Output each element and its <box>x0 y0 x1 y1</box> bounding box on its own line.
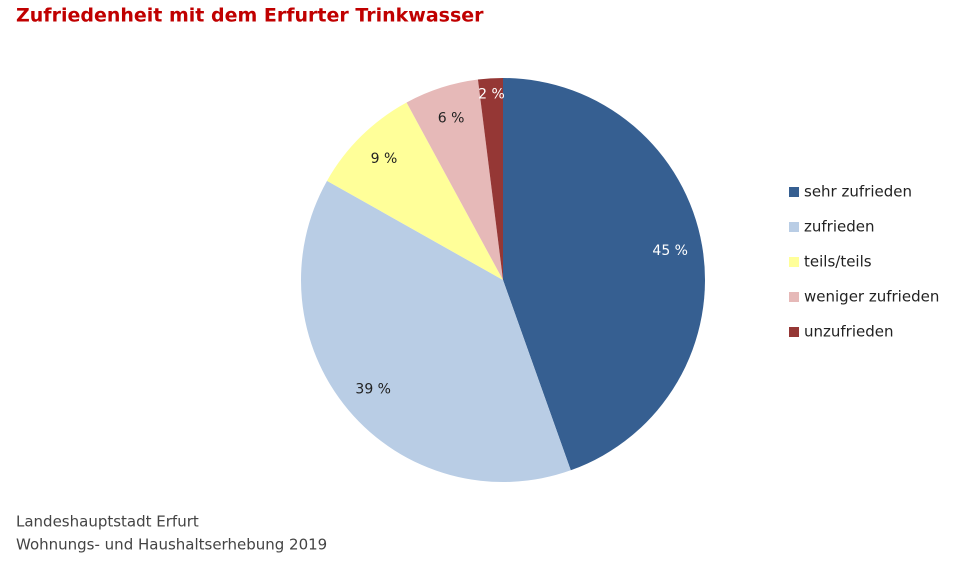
legend-label: sehr zufrieden <box>804 183 912 201</box>
pie-slice <box>300 180 571 482</box>
legend-label: unzufrieden <box>804 323 894 341</box>
source-line: Wohnungs- und Haushaltserhebung 2019 <box>16 536 327 554</box>
pie-slice <box>327 102 503 280</box>
pie-slice <box>477 78 503 280</box>
legend-label: zufrieden <box>804 218 874 236</box>
legend-swatch <box>789 222 799 232</box>
data-label: 45 % <box>652 243 688 259</box>
data-label: 2 % <box>478 87 505 103</box>
legend-swatch <box>789 187 799 197</box>
legend-swatch <box>789 292 799 302</box>
legend-swatch <box>789 257 799 267</box>
pie-slice <box>503 78 705 471</box>
legend-label: teils/teils <box>804 253 872 271</box>
chart-title: Zufriedenheit mit dem Erfurter Trinkwass… <box>16 5 484 27</box>
legend-label: weniger zufrieden <box>804 288 939 306</box>
legend-swatch <box>789 327 799 337</box>
source-line: Landeshauptstadt Erfurt <box>16 513 199 531</box>
pie-slice <box>406 79 503 280</box>
data-label: 39 % <box>355 381 391 397</box>
data-label: 9 % <box>371 151 398 167</box>
data-label: 6 % <box>438 110 465 126</box>
